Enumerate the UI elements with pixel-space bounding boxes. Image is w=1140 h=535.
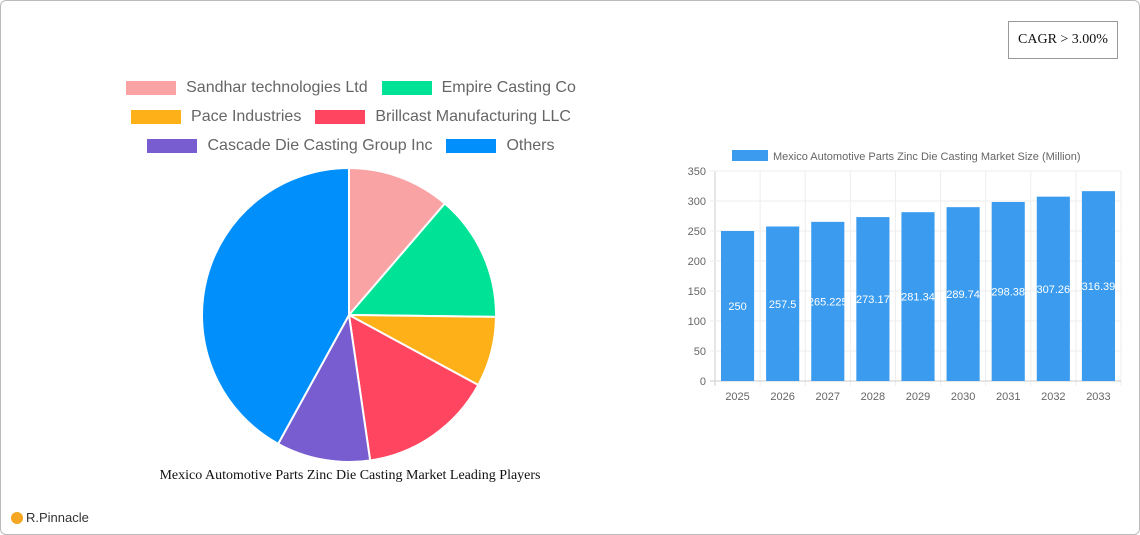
- bar-legend-label: Mexico Automotive Parts Zinc Die Casting…: [773, 151, 1080, 163]
- y-tick-label: 50: [694, 346, 706, 358]
- data-label: 265.225: [808, 296, 848, 308]
- bar[interactable]: [721, 231, 755, 381]
- y-tick-label: 300: [688, 196, 706, 208]
- legend-item[interactable]: Sandhar technologies Ltd: [126, 78, 368, 97]
- bar-legend-swatch: [732, 150, 768, 161]
- legend-label: Others: [506, 136, 555, 154]
- legend-item[interactable]: Cascade Die Casting Group Inc: [147, 137, 432, 155]
- legend-label: Brillcast Manufacturing LLC: [375, 107, 571, 125]
- legend-item[interactable]: Brillcast Manufacturing LLC: [315, 108, 571, 126]
- legend-swatch: [315, 109, 366, 124]
- data-label: 257.5: [769, 299, 797, 311]
- pie-slice[interactable]: [347, 313, 480, 462]
- y-tick-label: 250: [688, 226, 706, 238]
- bar[interactable]: [766, 226, 800, 382]
- bar[interactable]: [946, 207, 980, 381]
- legend-swatch: [131, 109, 182, 124]
- bar-chart: Mexico Automotive Parts Zinc Die Casting…: [688, 150, 1122, 403]
- data-label: 307.26: [1037, 284, 1071, 296]
- data-label: 316.39: [1082, 281, 1116, 293]
- x-tick-label: 2029: [906, 391, 930, 403]
- legend-label: Sandhar technologies Ltd: [186, 78, 368, 96]
- pie-slice[interactable]: [346, 202, 497, 318]
- y-tick-label: 0: [700, 376, 706, 388]
- x-tick-label: 2033: [1086, 391, 1110, 403]
- legend-swatch: [147, 138, 198, 153]
- x-tick-label: 2030: [951, 391, 975, 403]
- y-tick-label: 150: [688, 286, 706, 298]
- bar[interactable]: [901, 212, 935, 381]
- pie-slice[interactable]: [201, 166, 350, 446]
- data-label: 298.38: [991, 286, 1025, 298]
- legend-item[interactable]: Pace Industries: [131, 108, 301, 126]
- bar[interactable]: [991, 201, 1025, 381]
- x-tick-label: 2028: [861, 391, 885, 403]
- x-tick-label: 2025: [725, 391, 749, 403]
- legend-swatch: [126, 80, 177, 95]
- data-label: 250: [728, 301, 746, 313]
- pie-chart: [201, 166, 498, 463]
- legend-label: Empire Casting Co: [441, 78, 576, 96]
- y-tick-label: 200: [688, 256, 706, 268]
- logo: R.Pinnacle: [11, 510, 89, 525]
- bar[interactable]: [1036, 196, 1070, 381]
- y-tick-label: 100: [688, 316, 706, 328]
- legend-label: Cascade Die Casting Group Inc: [207, 136, 433, 154]
- data-label: 289.74: [946, 289, 980, 301]
- x-tick-label: 2032: [1041, 391, 1065, 403]
- data-label: 273.17: [856, 294, 890, 306]
- logo-text: R.Pinnacle: [26, 510, 89, 525]
- pie-slice[interactable]: [276, 311, 372, 463]
- legend-label: Pace Industries: [191, 107, 302, 125]
- legend-swatch: [446, 138, 497, 153]
- logo-icon: [11, 511, 23, 524]
- x-tick-label: 2027: [816, 391, 840, 403]
- bar[interactable]: [811, 221, 845, 381]
- pie-legend: Sandhar technologies Ltd Empire Casting C…: [101, 73, 601, 160]
- pie-slice[interactable]: [348, 166, 447, 318]
- legend-item[interactable]: Others: [446, 136, 555, 155]
- cagr-badge: CAGR > 3.00%: [1008, 21, 1118, 59]
- legend-swatch: [381, 80, 432, 95]
- data-label: 281.34: [901, 292, 935, 304]
- bar[interactable]: [856, 217, 890, 381]
- x-tick-label: 2026: [770, 391, 794, 403]
- y-tick-label: 350: [688, 166, 706, 178]
- pie-title: Mexico Automotive Parts Zinc Die Casting…: [159, 468, 541, 483]
- x-tick-label: 2031: [996, 391, 1020, 403]
- legend-item[interactable]: Empire Casting Co: [381, 78, 576, 97]
- bar[interactable]: [1081, 191, 1115, 381]
